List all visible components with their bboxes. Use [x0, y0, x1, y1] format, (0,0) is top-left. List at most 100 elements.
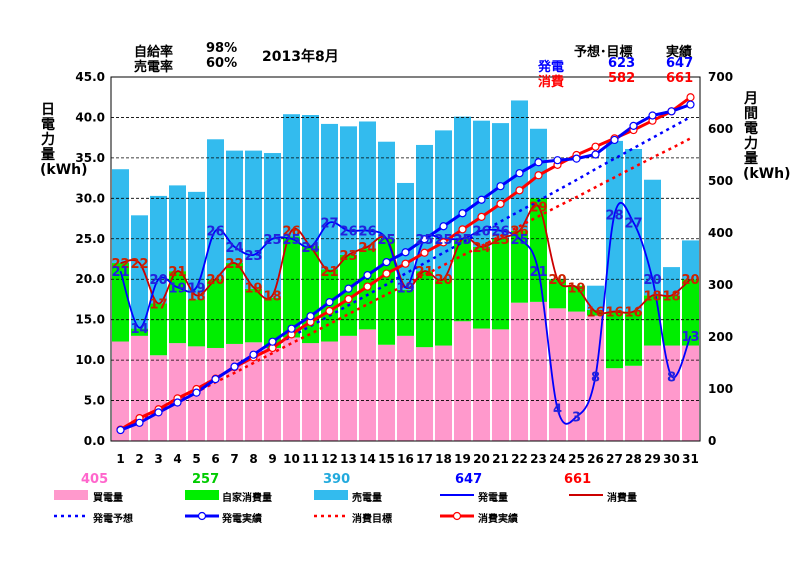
x-tick-label: 2: [135, 452, 143, 466]
marker-gen-actual: [629, 121, 638, 130]
bar-buy: [302, 343, 319, 441]
marker-gen-actual: [496, 182, 505, 191]
bar-buy: [625, 365, 642, 441]
y-tick-label: 45.0: [75, 70, 105, 84]
y2-tick-label: 400: [708, 226, 733, 240]
gen-value-label: 25: [510, 233, 528, 248]
sell-rate-value: 60%: [206, 56, 238, 71]
bar-buy: [264, 347, 281, 441]
x-tick-label: 23: [530, 452, 547, 466]
cons-target-value: 582: [608, 71, 636, 86]
cons-value-label: 20: [206, 273, 224, 288]
legend-gen-actual-marker: [197, 511, 207, 521]
marker-gen-actual: [439, 222, 448, 231]
x-tick-label: 13: [340, 452, 357, 466]
bar-buy: [644, 345, 661, 441]
marker-cons-actual: [458, 225, 467, 234]
bar-self: [492, 238, 509, 330]
legend-sell-label: 売電量: [352, 493, 382, 504]
bar-sell: [112, 169, 129, 264]
cons-value-label: 19: [244, 281, 262, 296]
gen-value-label: 26: [358, 225, 376, 240]
bar-self: [663, 295, 680, 346]
x-tick-label: 9: [268, 452, 276, 466]
left-axis-title: 日電力量(kWh): [40, 102, 88, 178]
x-tick-label: 10: [283, 452, 300, 466]
right-axis-title: 月間電力量(kWh): [743, 91, 791, 182]
bar-buy: [245, 342, 262, 441]
x-tick-label: 25: [568, 452, 585, 466]
marker-cons-actual: [325, 306, 334, 316]
gen-value-label: 14: [130, 322, 148, 337]
marker-cons-actual: [496, 199, 505, 208]
gen-value-label: 23: [244, 249, 262, 264]
buy-total: 405: [81, 472, 109, 487]
bar-buy: [359, 329, 376, 441]
cons-summary-label: 消費: [538, 75, 565, 90]
x-tick-label: 14: [359, 452, 376, 466]
bar-buy: [283, 337, 300, 441]
x-tick-label: 5: [192, 452, 200, 466]
forecast-target-label: 予想･目標: [574, 45, 633, 60]
marker-gen-actual: [268, 337, 277, 346]
legend-self-swatch: [185, 490, 219, 500]
legend-cons-label: 消費量: [607, 493, 637, 504]
bar-self: [644, 295, 661, 346]
bar-self: [530, 198, 547, 302]
bar-buy: [340, 335, 357, 441]
bar-sell: [283, 114, 300, 237]
bar-sell: [492, 123, 509, 239]
x-tick-label: 27: [606, 452, 623, 466]
cons-value-label: 18: [187, 289, 205, 304]
cons-value-label: 21: [415, 265, 433, 280]
bar-self: [226, 263, 243, 344]
marker-cons-actual: [439, 238, 448, 247]
bar-sell: [226, 150, 243, 264]
legend-cons-actual-label: 消費実績: [478, 514, 518, 525]
bar-buy: [169, 343, 186, 441]
cons-value-label: 16: [605, 306, 623, 321]
x-tick-label: 24: [549, 452, 566, 466]
cons-total: 661: [564, 472, 592, 487]
marker-gen-actual: [344, 284, 353, 293]
cons-value-label: 25: [453, 233, 471, 248]
cons-value-label: 21: [320, 265, 338, 280]
gen-value-label: 24: [301, 241, 319, 256]
marker-gen-actual: [648, 111, 657, 120]
cons-value-label: 24: [358, 241, 376, 256]
y-tick-label: 35.0: [75, 151, 105, 165]
bar-self: [416, 271, 433, 348]
gen-value-label: 27: [624, 217, 642, 232]
bar-buy: [397, 335, 414, 441]
gen-value-label: 4: [553, 403, 562, 418]
bar-buy: [378, 344, 395, 441]
marker-cons-actual: [477, 212, 486, 221]
x-tick-label: 31: [682, 452, 699, 466]
gen-value-label: 25: [377, 233, 395, 248]
legend-buy-label: 買電量: [93, 493, 123, 504]
bar-buy: [226, 343, 243, 441]
x-tick-label: 16: [397, 452, 414, 466]
legend-cons-actual-marker: [452, 511, 462, 521]
bar-buy: [511, 302, 528, 441]
gen-value-label: 21: [529, 265, 547, 280]
bar-sell: [416, 144, 433, 272]
marker-cons-actual: [401, 259, 410, 268]
marker-gen-actual: [306, 312, 315, 321]
gen-value-label: 26: [206, 225, 224, 240]
self-rate-value: 98%: [206, 41, 238, 56]
marker-gen-actual: [325, 298, 334, 307]
x-tick-label: 29: [644, 452, 661, 466]
cons-value-label: 17: [149, 297, 167, 312]
gen-value-label: 13: [681, 330, 699, 345]
gen-value-label: 27: [320, 217, 338, 232]
marker-gen-actual: [477, 195, 486, 204]
bar-sell: [378, 141, 395, 239]
y-tick-label: 0.0: [84, 434, 105, 448]
bar-buy: [416, 347, 433, 441]
cons-value-label: 22: [130, 257, 148, 272]
bar-buy: [663, 345, 680, 441]
x-tick-label: 28: [625, 452, 642, 466]
bar-buy: [568, 311, 585, 441]
x-tick-label: 20: [473, 452, 490, 466]
